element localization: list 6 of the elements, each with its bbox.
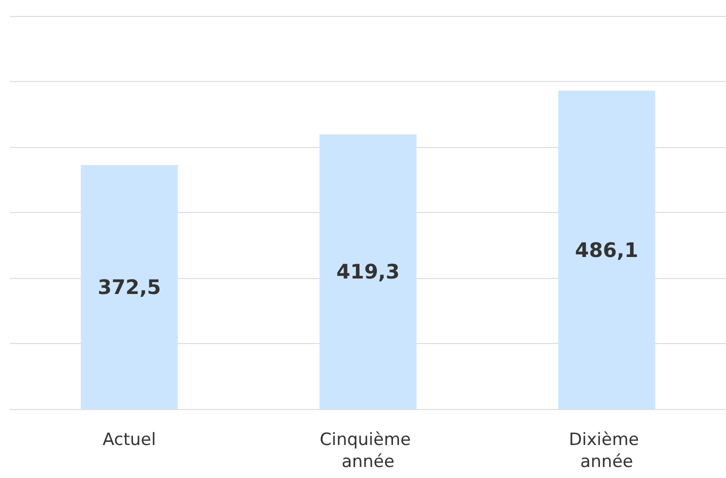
x-tick-label: Actuel [102, 430, 156, 450]
x-tick-label: Dixième année [568, 430, 644, 472]
data-label: 372,5 [98, 275, 161, 300]
data-label: 419,3 [336, 260, 400, 284]
data-label: 486,1 [575, 238, 638, 262]
x-tick-label: Cinquième année [320, 430, 416, 472]
